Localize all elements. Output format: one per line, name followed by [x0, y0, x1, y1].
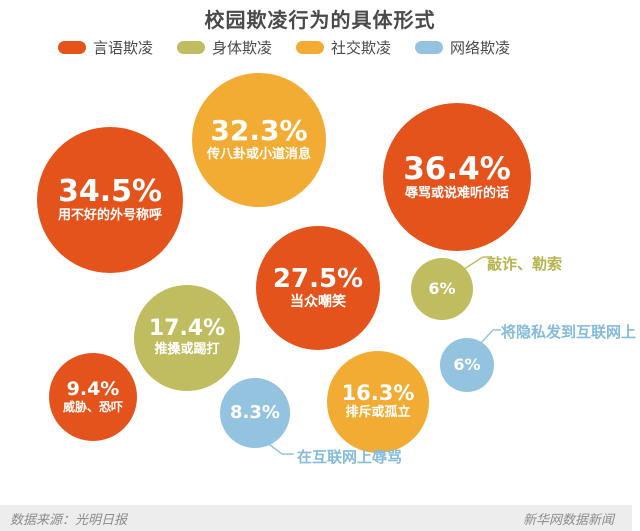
bubble-exclusion: 16.3% 排斥或孤立: [327, 351, 429, 453]
bubble-label: 推搡或踢打: [154, 341, 220, 357]
legend-label: 言语欺凌: [93, 39, 154, 57]
bubble-extortion: 6%: [411, 258, 473, 320]
legend-item-social: 社交欺凌: [296, 37, 391, 58]
bubble-value: 6%: [428, 279, 456, 299]
bubble-online-insults: 8.3%: [220, 378, 290, 448]
bubble-public-mocking: 27.5% 当众嘲笑: [256, 226, 380, 350]
legend-item-cyber: 网络欺凌: [415, 37, 510, 58]
bubble-label: 威胁、恐吓: [62, 399, 123, 414]
bubble-label: 传八卦或小道消息: [206, 146, 311, 162]
legend-marker-physical-icon: [177, 41, 206, 54]
callout-line-privacy: [479, 329, 501, 345]
bubble-privacy-leak: 6%: [440, 338, 494, 392]
bubble-value: 34.5%: [57, 174, 163, 210]
legend-marker-social-icon: [296, 41, 325, 54]
bubble-threats: 9.4% 威胁、恐吓: [49, 353, 137, 441]
legend-item-verbal: 言语欺凌: [58, 37, 153, 58]
bubble-label: 用不好的外号称呼: [57, 208, 162, 224]
publisher-text: 新华网数据新闻: [522, 512, 614, 528]
legend-marker-cyber-icon: [415, 41, 444, 54]
bubble-value: 8.3%: [230, 402, 280, 424]
bubble-nicknames: 34.5% 用不好的外号称呼: [37, 127, 183, 273]
bubble-value: 27.5%: [272, 263, 364, 294]
legend-label: 网络欺凌: [450, 39, 511, 57]
callout-label-extortion: 敲诈、勒索: [487, 255, 563, 273]
bubble-value: 16.3%: [341, 381, 415, 405]
bubble-label: 排斥或孤立: [345, 405, 411, 421]
bubble-insults: 36.4% 辱骂或说难听的话: [383, 103, 531, 251]
page-title: 校园欺凌行为的具体形式: [204, 8, 436, 32]
bubble-value: 9.4%: [66, 377, 120, 400]
bubble-value: 32.3%: [210, 114, 308, 148]
callout-label-online-insults: 在互联网上辱骂: [297, 448, 403, 466]
bubble-value: 17.4%: [148, 316, 226, 342]
bubble-label: 辱骂或说难听的话: [404, 185, 509, 201]
legend-item-physical: 身体欺凌: [177, 37, 272, 58]
legend-label: 社交欺凌: [331, 39, 392, 57]
footer-bar: 数据来源：光明日报 新华网数据新闻: [0, 505, 632, 531]
bubble-value: 36.4%: [403, 150, 511, 187]
bubble-pushing-kicking: 17.4% 推搡或踢打: [134, 285, 240, 391]
bubble-label: 当众嘲笑: [290, 294, 346, 311]
legend: 言语欺凌 身体欺凌 社交欺凌 网络欺凌: [58, 37, 510, 58]
data-source-text: 数据来源：光明日报: [10, 512, 128, 528]
bubble-value: 6%: [453, 355, 481, 375]
bubble-gossip: 32.3% 传八卦或小道消息: [192, 73, 326, 207]
callout-label-privacy: 将隐私发到互联网上: [501, 323, 637, 341]
legend-marker-verbal-icon: [58, 41, 86, 54]
legend-label: 身体欺凌: [212, 39, 273, 57]
